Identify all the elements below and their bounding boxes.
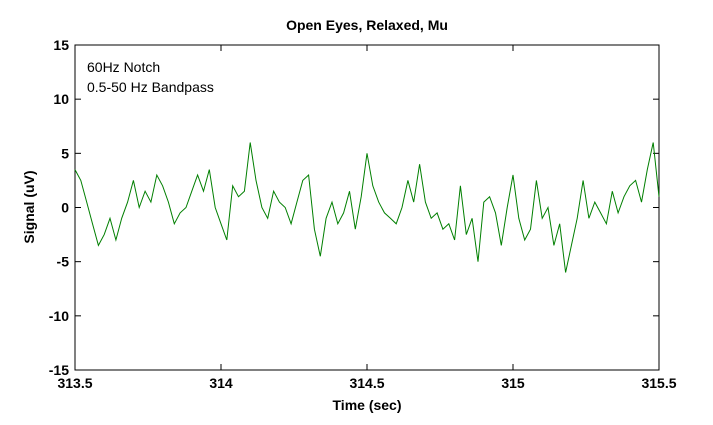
y-tick-label: 5 xyxy=(61,145,69,161)
y-axis-label: Signal (uV) xyxy=(21,170,37,243)
plot-area xyxy=(74,142,660,273)
y-tick-label: 10 xyxy=(53,91,69,107)
y-tick-label: -5 xyxy=(57,254,70,270)
x-tick-label: 315 xyxy=(501,375,525,391)
y-tick-label: 15 xyxy=(53,37,69,53)
annotation-notch-filter: 60Hz Notch xyxy=(87,59,160,75)
y-tick-label: -15 xyxy=(49,362,69,378)
x-tick-label: 314 xyxy=(209,375,233,391)
y-tick-label: -10 xyxy=(49,308,69,324)
y-tick-label: 0 xyxy=(61,200,69,216)
x-tick-label: 313.5 xyxy=(57,375,92,391)
signal-series-line xyxy=(74,142,660,273)
annotation-bandpass-filter: 0.5-50 Hz Bandpass xyxy=(87,79,214,95)
chart-title: Open Eyes, Relaxed, Mu xyxy=(286,17,448,33)
x-tick-label: 314.5 xyxy=(349,375,384,391)
axis-ticks xyxy=(74,44,660,371)
axis-tick-labels: 313.5 314 314.5 315 315.5 -15 -10 -5 0 5 10 15 xyxy=(49,37,677,391)
plot-frame xyxy=(74,44,660,371)
x-axis-label: Time (sec) xyxy=(333,397,402,413)
x-tick-label: 315.5 xyxy=(641,375,676,391)
